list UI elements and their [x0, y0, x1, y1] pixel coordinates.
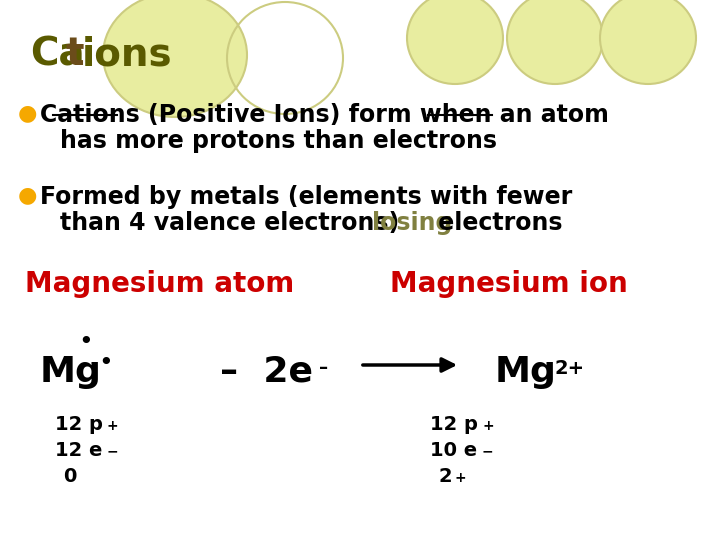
- Ellipse shape: [407, 0, 503, 84]
- Text: Cations (Positive Ions) form when an atom: Cations (Positive Ions) form when an ato…: [40, 103, 609, 127]
- Text: 12 p: 12 p: [55, 415, 103, 434]
- Text: 12 e: 12 e: [55, 441, 102, 460]
- Text: Mg: Mg: [495, 355, 557, 389]
- Text: Mg: Mg: [40, 355, 102, 389]
- Text: +: +: [482, 419, 494, 433]
- Text: 12 p: 12 p: [430, 415, 478, 434]
- Text: ●: ●: [18, 185, 37, 205]
- Text: +: +: [107, 419, 119, 433]
- Text: −: −: [482, 444, 494, 458]
- Text: electrons: electrons: [430, 211, 562, 235]
- Text: ions: ions: [82, 35, 173, 73]
- Text: than 4 valence electrons): than 4 valence electrons): [60, 211, 408, 235]
- Text: Ca: Ca: [30, 35, 85, 73]
- Text: –  2e: – 2e: [220, 355, 313, 389]
- Text: Magnesium ion: Magnesium ion: [390, 270, 628, 298]
- Text: losing: losing: [372, 211, 452, 235]
- Text: Formed by metals (elements with fewer: Formed by metals (elements with fewer: [40, 185, 572, 209]
- Text: 0: 0: [63, 467, 76, 486]
- Ellipse shape: [600, 0, 696, 84]
- Text: has more protons than electrons: has more protons than electrons: [60, 129, 497, 153]
- Ellipse shape: [103, 0, 247, 117]
- Text: –: –: [319, 359, 328, 377]
- Text: •: •: [78, 330, 93, 354]
- Text: •: •: [98, 351, 113, 375]
- Text: ●: ●: [18, 103, 37, 123]
- Text: −: −: [107, 444, 119, 458]
- Text: +: +: [455, 471, 467, 485]
- Text: t: t: [66, 35, 84, 73]
- Text: 10 e: 10 e: [430, 441, 477, 460]
- Text: 2+: 2+: [555, 359, 585, 378]
- Text: 2: 2: [438, 467, 451, 486]
- Text: Magnesium atom: Magnesium atom: [25, 270, 294, 298]
- Ellipse shape: [507, 0, 603, 84]
